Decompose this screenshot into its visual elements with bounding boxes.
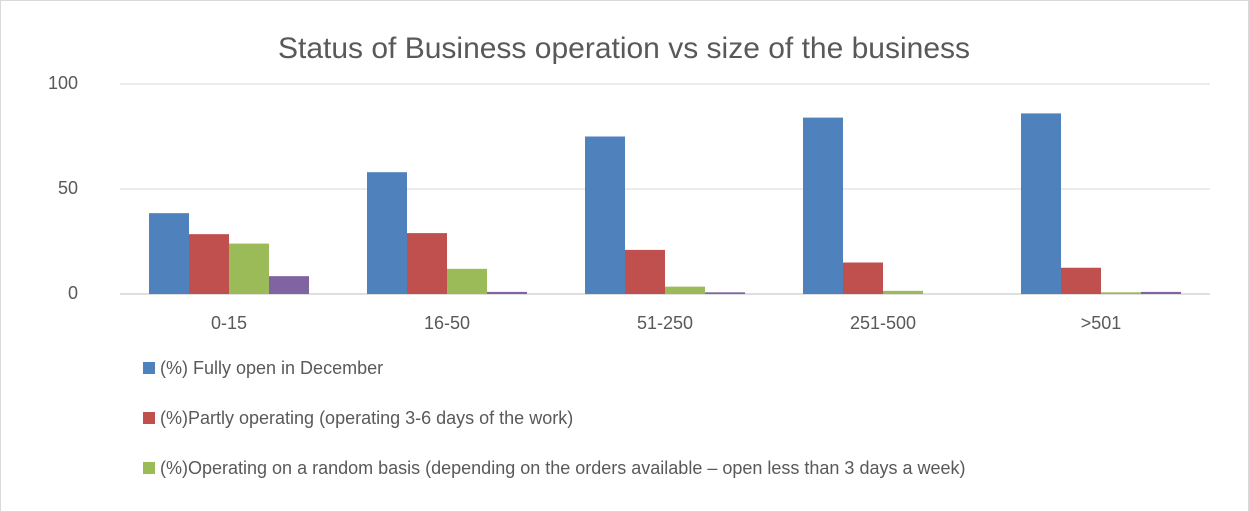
bar [803, 117, 843, 294]
legend-label: (%)Operating on a random basis (dependin… [160, 458, 966, 478]
x-tick-label: 0-15 [211, 313, 247, 333]
bar [149, 213, 189, 294]
bar [229, 243, 269, 294]
bar [487, 291, 527, 294]
legend-swatch [143, 362, 155, 374]
bar [189, 234, 229, 294]
bar [665, 286, 705, 294]
legend-swatch [143, 462, 155, 474]
bar [269, 276, 309, 294]
bar [883, 290, 923, 294]
legend-swatch [143, 412, 155, 424]
chart-title: Status of Business operation vs size of … [278, 32, 970, 65]
x-tick-label: 51-250 [637, 313, 693, 333]
bar [585, 136, 625, 294]
y-tick-label: 100 [48, 73, 78, 93]
y-tick-label: 50 [58, 178, 78, 198]
bar [1061, 267, 1101, 294]
bar [447, 268, 487, 294]
bar [367, 172, 407, 294]
bar [625, 249, 665, 294]
bar [1101, 292, 1141, 294]
legend: (%) Fully open in December (%)Partly oper… [143, 356, 1103, 506]
legend-label: (%)Partly operating (operating 3-6 days … [160, 408, 574, 428]
bar [1141, 291, 1181, 294]
x-tick-label: 251-500 [850, 313, 916, 333]
bar [705, 292, 745, 294]
bar [1021, 113, 1061, 295]
bar [407, 233, 447, 294]
x-tick-label: 16-50 [424, 313, 470, 333]
x-tick-label: >501 [1081, 313, 1122, 333]
bar [843, 262, 883, 294]
legend-label: (%) Fully open in December [160, 358, 384, 378]
y-tick-label: 0 [68, 283, 78, 303]
legend-item: (%)Partly operating (operating 3-6 days … [143, 406, 1103, 431]
legend-item: (%)Operating on a random basis (dependin… [143, 456, 1103, 481]
legend-item: (%) Fully open in December [143, 356, 1103, 381]
